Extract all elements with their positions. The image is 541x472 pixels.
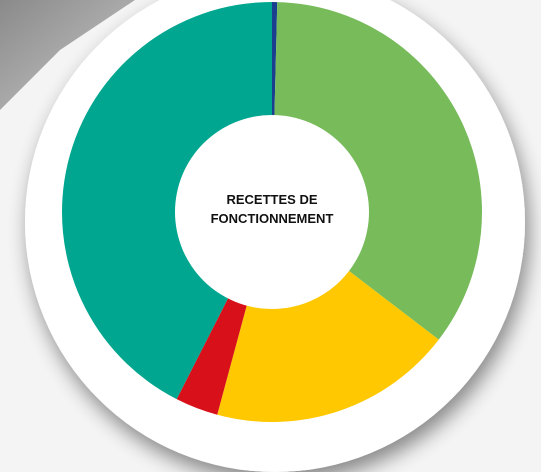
donut-slice: [62, 2, 272, 400]
decor-shape: [0, 0, 135, 110]
donut-hole: [175, 115, 369, 309]
chart-title: RECETTES DE FONCTIONNEMENT: [210, 192, 334, 226]
donut-slice: [272, 2, 482, 340]
